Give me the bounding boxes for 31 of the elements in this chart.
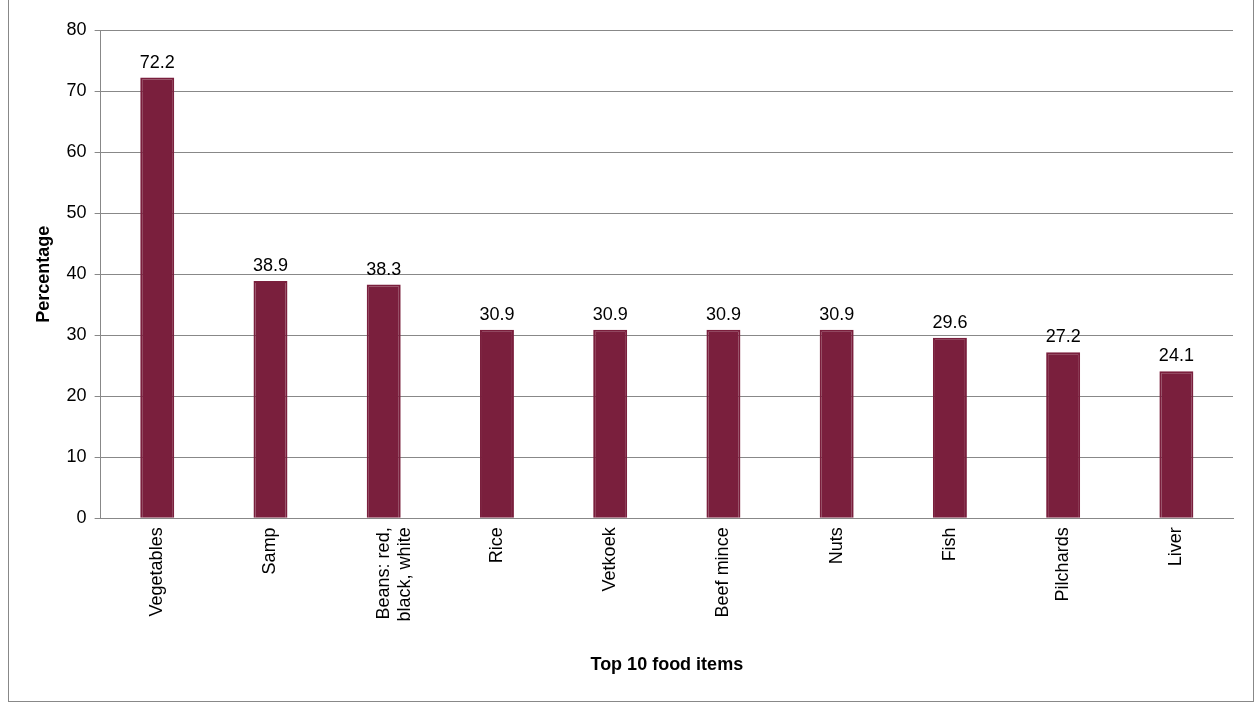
y-tick-label: 60 — [66, 141, 87, 162]
data-label: 72.2 — [139, 51, 175, 72]
data-label: 38.9 — [252, 254, 288, 275]
data-label: 29.6 — [932, 311, 968, 332]
data-label: 30.9 — [819, 303, 855, 324]
x-tick-label: Beans: red, black, white — [372, 527, 415, 622]
data-label: 30.9 — [592, 303, 628, 324]
data-label: 30.9 — [479, 303, 515, 324]
y-tick-label: 70 — [66, 80, 87, 101]
y-tick-label: 30 — [66, 324, 87, 345]
x-tick-label: Samp — [259, 527, 280, 575]
x-axis-title: Top 10 food items — [590, 654, 744, 675]
x-tick-label: Liver — [1165, 527, 1186, 567]
y-tick-label: 50 — [66, 202, 87, 223]
x-tick-label: Rice — [485, 527, 506, 564]
y-tick-label: 0 — [76, 507, 87, 528]
x-tick-label: Nuts — [825, 527, 846, 565]
y-tick-label: 40 — [66, 263, 87, 284]
data-label: 38.3 — [366, 258, 402, 279]
x-tick-label: Vegetables — [146, 527, 167, 617]
x-tick-label: Vetkoek — [599, 526, 620, 592]
y-tick-label: 20 — [66, 385, 87, 406]
data-label: 24.1 — [1158, 345, 1194, 366]
x-tick-label: Fish — [938, 527, 959, 562]
data-label: 27.2 — [1045, 326, 1081, 347]
x-tick-label: Pilchards — [1052, 527, 1073, 602]
y-axis-title: Percentage — [32, 225, 53, 323]
data-label: 30.9 — [705, 303, 741, 324]
y-tick-label: 80 — [66, 18, 87, 39]
y-tick-label: 10 — [66, 446, 87, 467]
x-tick-label: Beef mince — [712, 527, 733, 618]
